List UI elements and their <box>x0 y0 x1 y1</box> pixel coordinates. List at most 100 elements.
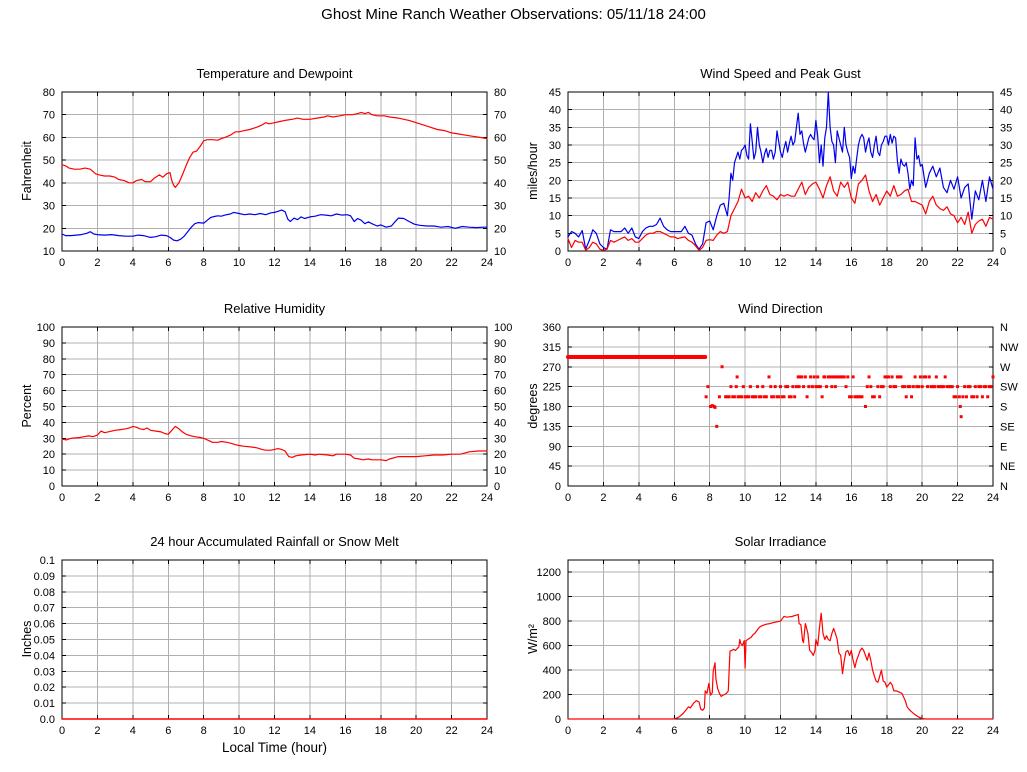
svg-text:90: 90 <box>549 441 561 453</box>
svg-text:10: 10 <box>43 246 55 258</box>
svg-text:70: 70 <box>494 110 506 122</box>
svg-text:40: 40 <box>1000 105 1012 117</box>
svg-text:24: 24 <box>481 725 493 737</box>
svg-text:16: 16 <box>339 725 351 737</box>
svg-text:20: 20 <box>494 449 506 461</box>
svg-text:0.0: 0.0 <box>40 714 55 726</box>
svg-text:12: 12 <box>268 725 280 737</box>
svg-text:8: 8 <box>201 492 207 504</box>
svg-text:SE: SE <box>1000 421 1015 433</box>
svg-text:60: 60 <box>494 132 506 144</box>
svg-text:W: W <box>1000 362 1011 374</box>
y-axis-label: miles/hour <box>526 142 540 200</box>
svg-text:15: 15 <box>1000 193 1012 205</box>
svg-text:18: 18 <box>881 725 893 737</box>
svg-text:20: 20 <box>43 223 55 235</box>
svg-text:24: 24 <box>481 257 493 269</box>
svg-text:10: 10 <box>43 465 55 477</box>
svg-text:18: 18 <box>881 257 893 269</box>
svg-text:22: 22 <box>951 492 963 504</box>
svg-text:0.04: 0.04 <box>34 650 55 662</box>
svg-text:16: 16 <box>339 492 351 504</box>
svg-text:30: 30 <box>494 433 506 445</box>
svg-text:4: 4 <box>636 257 642 269</box>
chart-title: Relative Humidity <box>223 301 326 316</box>
chart-temperature-dewpoint: 0 2 4 6 8 10 12 14 16 18 20 22 24 10 10 20 20 30 30 40 40 50 5… <box>0 60 512 275</box>
svg-text:20: 20 <box>916 725 928 737</box>
svg-text:18: 18 <box>375 492 387 504</box>
svg-text:2: 2 <box>600 492 606 504</box>
svg-text:4: 4 <box>636 492 642 504</box>
y-axis-label: Inches <box>20 620 34 658</box>
svg-text:N: N <box>1000 481 1008 493</box>
svg-text:16: 16 <box>339 257 351 269</box>
svg-text:12: 12 <box>268 257 280 269</box>
svg-text:70: 70 <box>43 370 55 382</box>
svg-text:40: 40 <box>494 178 506 190</box>
svg-text:200: 200 <box>543 690 561 702</box>
svg-text:40: 40 <box>549 105 561 117</box>
svg-text:14: 14 <box>304 492 316 504</box>
svg-text:22: 22 <box>951 257 963 269</box>
svg-text:80: 80 <box>43 354 55 366</box>
svg-text:16: 16 <box>845 257 857 269</box>
svg-text:60: 60 <box>494 386 506 398</box>
svg-text:22: 22 <box>445 492 457 504</box>
svg-text:10: 10 <box>1000 211 1012 223</box>
svg-text:40: 40 <box>43 178 55 190</box>
svg-text:50: 50 <box>494 155 506 167</box>
svg-text:270: 270 <box>543 362 561 374</box>
svg-text:20: 20 <box>410 725 422 737</box>
svg-text:0: 0 <box>555 481 561 493</box>
svg-text:20: 20 <box>494 223 506 235</box>
svg-text:0.09: 0.09 <box>34 571 55 583</box>
svg-text:0: 0 <box>555 246 561 258</box>
svg-text:80: 80 <box>494 354 506 366</box>
svg-text:60: 60 <box>43 386 55 398</box>
svg-text:15: 15 <box>549 193 561 205</box>
svg-text:70: 70 <box>43 110 55 122</box>
chart-title: 24 hour Accumulated Rainfall or Snow Mel… <box>150 534 399 549</box>
chart-title: Temperature and Dewpoint <box>196 66 353 81</box>
svg-text:10: 10 <box>739 257 751 269</box>
svg-text:NW: NW <box>1000 342 1019 354</box>
svg-text:30: 30 <box>1000 140 1012 152</box>
svg-text:6: 6 <box>165 257 171 269</box>
svg-text:6: 6 <box>671 257 677 269</box>
chart-rainfall: 0 2 4 6 8 10 12 14 16 18 20 22 24 0.0 0.01 0.02 0.03 0.04… <box>0 528 512 772</box>
svg-text:30: 30 <box>494 201 506 213</box>
svg-text:2: 2 <box>600 725 606 737</box>
svg-text:6: 6 <box>671 725 677 737</box>
svg-text:10: 10 <box>233 725 245 737</box>
svg-text:12: 12 <box>774 492 786 504</box>
svg-text:360: 360 <box>543 322 561 334</box>
svg-text:315: 315 <box>543 342 561 354</box>
svg-text:10: 10 <box>494 465 506 477</box>
svg-text:30: 30 <box>43 201 55 213</box>
svg-text:50: 50 <box>494 402 506 414</box>
chart-relative-humidity: 0 2 4 6 8 10 12 14 16 18 20 22 24 0 0 10 10 20 20 30 30 40 40 5… <box>0 295 512 510</box>
svg-text:N: N <box>1000 322 1008 334</box>
svg-text:8: 8 <box>707 725 713 737</box>
svg-text:10: 10 <box>233 257 245 269</box>
svg-text:80: 80 <box>494 87 506 99</box>
svg-text:14: 14 <box>304 257 316 269</box>
svg-text:4: 4 <box>636 725 642 737</box>
svg-text:1000: 1000 <box>537 592 561 604</box>
svg-text:45: 45 <box>549 87 561 99</box>
svg-text:24: 24 <box>987 492 999 504</box>
svg-text:20: 20 <box>549 175 561 187</box>
svg-text:0.1: 0.1 <box>40 555 55 567</box>
svg-text:0: 0 <box>565 257 571 269</box>
chart-wind-speed-gust: 0 2 4 6 8 10 12 14 16 18 20 22 24 0 0 5 5 10 10 15 15 20 20 25 2… <box>512 60 1027 275</box>
svg-text:0: 0 <box>1000 246 1006 258</box>
svg-text:6: 6 <box>165 725 171 737</box>
svg-text:90: 90 <box>43 338 55 350</box>
svg-text:16: 16 <box>845 725 857 737</box>
svg-text:0: 0 <box>494 481 500 493</box>
svg-text:S: S <box>1000 402 1007 414</box>
svg-text:0: 0 <box>565 492 571 504</box>
chart-title: Wind Speed and Peak Gust <box>700 66 861 81</box>
